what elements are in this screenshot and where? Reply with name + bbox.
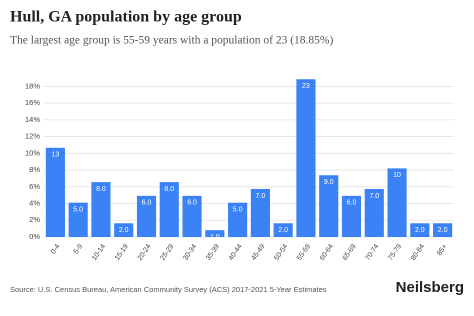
bar: [250, 188, 270, 237]
x-tick-label: 20-24: [137, 243, 153, 262]
bar: [410, 223, 430, 237]
x-tick-label: 85+: [436, 243, 449, 257]
bar-label: 8.0: [164, 186, 174, 193]
bar-label: 6.0: [187, 200, 197, 207]
x-tick-label: 75-79: [387, 243, 403, 262]
bar-label: 2.0: [415, 227, 425, 234]
bar: [45, 147, 65, 237]
bar-label: 5.0: [73, 207, 83, 214]
y-tick-label: 16%: [25, 98, 40, 107]
bar-label: 10: [393, 172, 401, 179]
bar-label: 6.0: [347, 200, 357, 207]
bar: [68, 202, 88, 237]
chart-title: Hull, GA population by age group: [10, 9, 242, 26]
x-tick-label: 70-74: [364, 243, 380, 262]
y-tick-label: 8%: [29, 165, 40, 174]
bar: [433, 223, 453, 237]
x-tick-label: 30-34: [182, 243, 198, 262]
chart-subtitle: The largest age group is 55-59 years wit…: [10, 35, 333, 47]
bar-label: 1.0: [210, 234, 220, 241]
bar: [182, 195, 202, 237]
y-tick-label: 14%: [25, 115, 40, 124]
x-tick-label: 80-84: [410, 243, 426, 262]
bar: [228, 202, 248, 237]
x-tick-label: 0-4: [50, 243, 62, 255]
x-tick-label: 55-59: [296, 243, 312, 262]
x-tick-label: 5-9: [73, 243, 85, 255]
bar-label: 9.0: [324, 179, 334, 186]
y-tick-label: 12%: [25, 132, 40, 141]
x-tick-label: 10-14: [91, 243, 107, 262]
bar: [387, 168, 407, 237]
x-tick-label: 40-44: [228, 243, 244, 262]
bar: [91, 182, 111, 237]
bar: [273, 223, 293, 237]
y-tick-label: 2%: [29, 215, 40, 224]
bar-label: 2.0: [278, 227, 288, 234]
bar: [319, 175, 339, 237]
bar: [341, 195, 362, 237]
y-tick-label: 10%: [25, 148, 40, 157]
bar-label: 7.0: [256, 193, 266, 200]
x-tick-label: 45-49: [251, 243, 267, 262]
bar-label: 13: [51, 152, 59, 159]
bar: [364, 188, 384, 237]
x-tick-label: 35-39: [205, 243, 221, 262]
bar-label: 2.0: [438, 227, 448, 234]
bar: [296, 79, 316, 237]
bar-label: 5.0: [233, 207, 243, 214]
bar: [114, 223, 134, 237]
bar: [205, 230, 225, 237]
source: Source: U.S. Census Bureau, American Com…: [10, 285, 327, 294]
x-tick-label: 60-64: [319, 243, 335, 262]
bar-label: 6.0: [142, 200, 152, 207]
y-tick-label: 6%: [29, 182, 40, 191]
x-tick-label: 50-54: [273, 243, 289, 262]
y-tick-label: 0%: [29, 232, 40, 241]
x-tick-label: 65-69: [342, 243, 358, 262]
x-tick-label: 15-19: [114, 243, 130, 262]
bar: [159, 182, 179, 237]
bar-label: 7.0: [369, 193, 379, 200]
brand: Neilsberg: [396, 279, 464, 296]
bar-label: 8.0: [96, 186, 106, 193]
bar: [136, 195, 157, 237]
y-tick-label: 18%: [25, 81, 40, 90]
bar-label: 2.0: [119, 227, 129, 234]
x-tick-label: 25-29: [159, 243, 175, 262]
y-tick-label: 4%: [29, 199, 40, 208]
bar-label: 23: [302, 83, 310, 90]
